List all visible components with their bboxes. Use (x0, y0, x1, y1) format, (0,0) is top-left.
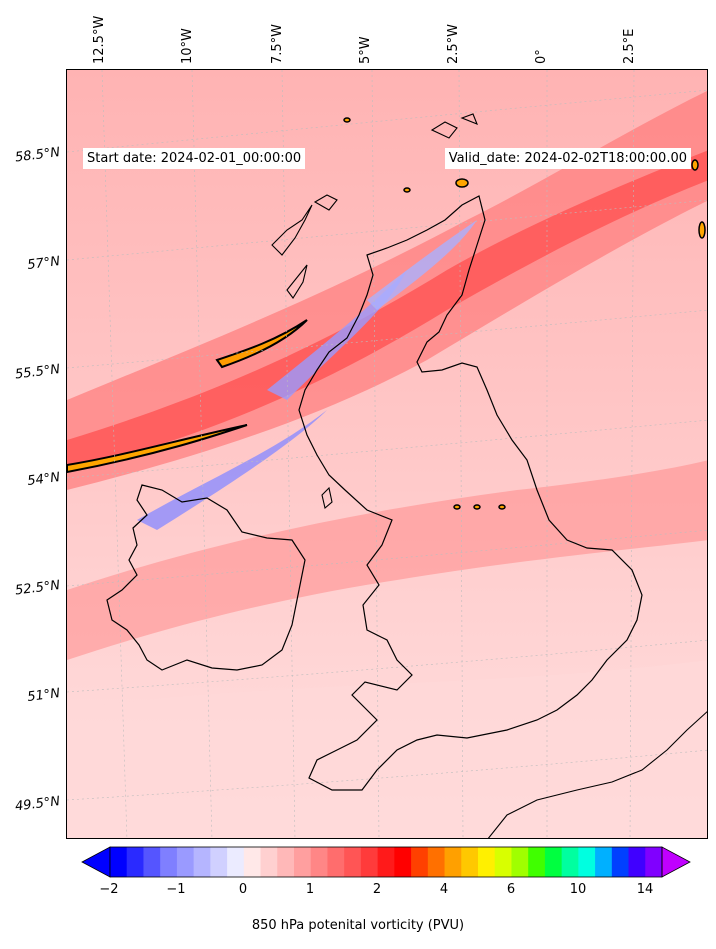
colorbar-swatch (394, 847, 412, 877)
colorbar-swatch (377, 847, 395, 877)
colorbar-swatch (160, 847, 178, 877)
colorbar-swatch (444, 847, 462, 877)
lat-label: 55.5°N (14, 362, 61, 383)
colorbar-swatch (327, 847, 345, 877)
colorbar-swatch (628, 847, 646, 877)
colorbar-over-extend (661, 846, 691, 878)
colorbar-tick-label: 14 (636, 882, 654, 897)
lat-label: 58.5°N (14, 145, 61, 166)
colorbar-swatch (528, 847, 546, 877)
lon-label: 5°W (358, 36, 373, 64)
colorbar-swatch (310, 847, 328, 877)
pv-negative-streak (267, 270, 407, 400)
colorbar-tick-label: −2 (99, 882, 119, 897)
colorbar-tick-label: 4 (439, 882, 449, 897)
colorbar-tick-label: 6 (506, 882, 516, 897)
colorbar-tick-label: 1 (305, 882, 315, 897)
colorbar-swatch (260, 847, 278, 877)
france-coastline (487, 711, 707, 838)
lon-label: 0° (534, 49, 549, 64)
lon-label: 10°W (180, 28, 195, 64)
isle-of-man (321, 486, 333, 510)
colorbar (81, 846, 691, 878)
lat-label: 51°N (26, 686, 61, 705)
pv-negative-streak (137, 410, 327, 530)
colorbar-swatch (427, 847, 446, 877)
start-date-label: Start date: 2024-02-01_00:00:00 (83, 148, 306, 169)
colorbar-tick-label: 0 (238, 882, 248, 897)
colorbar-swatch (494, 847, 512, 877)
colorbar-swatch (411, 847, 429, 877)
pv-negative-streak (367, 220, 477, 310)
lat-label: 54°N (26, 470, 61, 489)
colorbar-swatch (611, 847, 630, 877)
great-britain-coastline (298, 195, 643, 791)
lon-label: 7.5°W (270, 23, 285, 64)
pv-contour-spots (343, 117, 706, 510)
colorbar-tick-label: 10 (569, 882, 587, 897)
colorbar-swatch (578, 847, 596, 877)
colorbar-under-extend (81, 846, 111, 878)
lat-label: 49.5°N (14, 794, 61, 815)
lon-label: 2.5°W (446, 23, 461, 64)
colorbar-swatch (461, 847, 479, 877)
colorbar-swatch (143, 847, 161, 877)
colorbar-swatch (294, 847, 312, 877)
colorbar-swatch (277, 847, 295, 877)
pv-max-contour (215, 319, 308, 369)
colorbar-swatch (360, 847, 379, 877)
orkney-coastline (430, 113, 478, 139)
colorbar-swatch (561, 847, 579, 877)
colorbar-swatch (126, 847, 144, 877)
graticule (67, 70, 707, 838)
colorbar-swatch (544, 847, 563, 877)
pv-low-area (67, 660, 707, 838)
valid-date-label: Valid_date: 2024-02-02T18:00:00.00 (444, 148, 691, 169)
colorbar-swatch (344, 847, 362, 877)
lat-label: 52.5°N (14, 578, 61, 599)
colorbar-swatch (227, 847, 245, 877)
pv-field-map (67, 70, 707, 838)
hebrides-coastline (271, 194, 338, 299)
colorbar-swatch (193, 847, 211, 877)
colorbar-swatch (511, 847, 529, 877)
colorbar-label: 850 hPa potenital vorticity (PVU) (251, 918, 465, 933)
colorbar-swatch (210, 847, 228, 877)
colorbar-swatch (478, 847, 496, 877)
colorbar-swatch (243, 847, 262, 877)
map-panel: Start date: 2024-02-01_00:00:00 Valid_da… (66, 69, 708, 839)
colorbar-swatch (110, 847, 128, 877)
pv-max-contour (67, 424, 248, 474)
colorbar-swatch (645, 847, 663, 877)
lon-label: 2.5°E (622, 28, 637, 64)
colorbar-border (109, 846, 663, 878)
colorbar-swatch (176, 847, 195, 877)
colorbar-tick-label: −1 (166, 882, 186, 897)
colorbar-swatch (595, 847, 613, 877)
colorbar-tick-label: 2 (372, 882, 382, 897)
ireland-coastline (106, 484, 306, 671)
lat-label: 57°N (26, 254, 61, 273)
lon-label: 12.5°W (92, 15, 107, 64)
